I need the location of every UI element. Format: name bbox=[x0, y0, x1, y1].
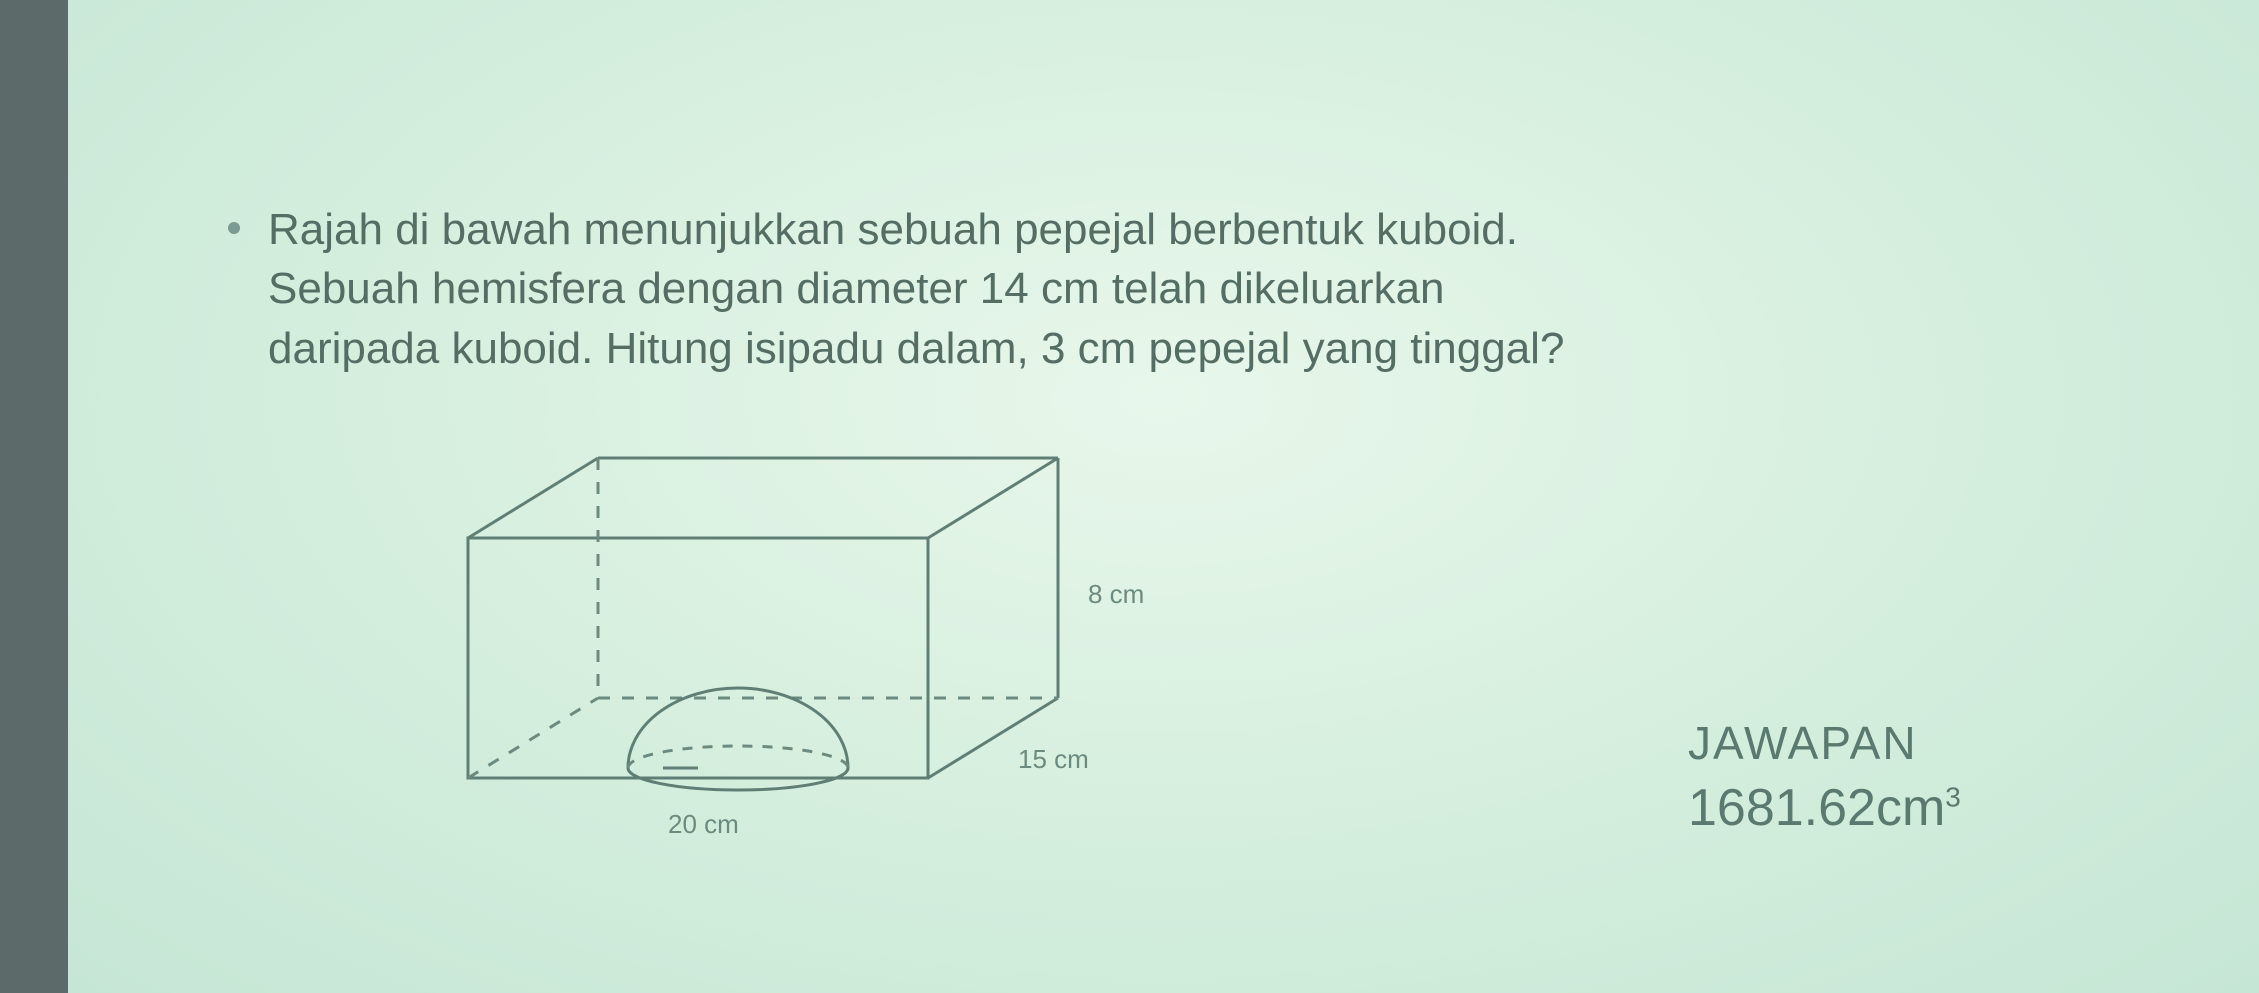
answer-value: 1681.62cm3 bbox=[1688, 778, 1961, 838]
cuboid-edge-hidden-bl bbox=[468, 698, 598, 778]
length-label: 20 cm bbox=[668, 809, 739, 839]
bullet-icon bbox=[228, 222, 240, 234]
cuboid-edge-tr bbox=[928, 458, 1058, 538]
question-line-1: Rajah di bawah menunjukkan sebuah pepeja… bbox=[268, 205, 1518, 254]
figure-row: 8 cm 15 cm 20 cm JAWAPAN 1681.62cm3 bbox=[408, 438, 2169, 858]
worksheet-page: Rajah di bawah menunjukkan sebuah pepeja… bbox=[68, 0, 2259, 993]
cuboid-edge-tl bbox=[468, 458, 598, 538]
answer-label: JAWAPAN bbox=[1688, 716, 1961, 770]
question-line-3: daripada kuboid. Hitung isipadu dalam, 3… bbox=[268, 324, 1564, 373]
height-label: 8 cm bbox=[1088, 579, 1144, 609]
width-label: 15 cm bbox=[1018, 744, 1089, 774]
answer-value-number: 1681.62cm bbox=[1688, 779, 1945, 837]
cuboid-front-face bbox=[468, 538, 928, 778]
question-text: Rajah di bawah menunjukkan sebuah pepeja… bbox=[268, 200, 1564, 378]
question-block: Rajah di bawah menunjukkan sebuah pepeja… bbox=[228, 200, 2169, 378]
hemisphere-base-back bbox=[628, 746, 848, 768]
question-line-2: Sebuah hemisfera dengan diameter 14 cm t… bbox=[268, 264, 1445, 313]
answer-block: JAWAPAN 1681.62cm3 bbox=[1688, 716, 1961, 838]
answer-value-exponent: 3 bbox=[1945, 782, 1961, 813]
hemisphere-dome bbox=[628, 688, 848, 768]
cuboid-diagram: 8 cm 15 cm 20 cm bbox=[408, 438, 1168, 858]
